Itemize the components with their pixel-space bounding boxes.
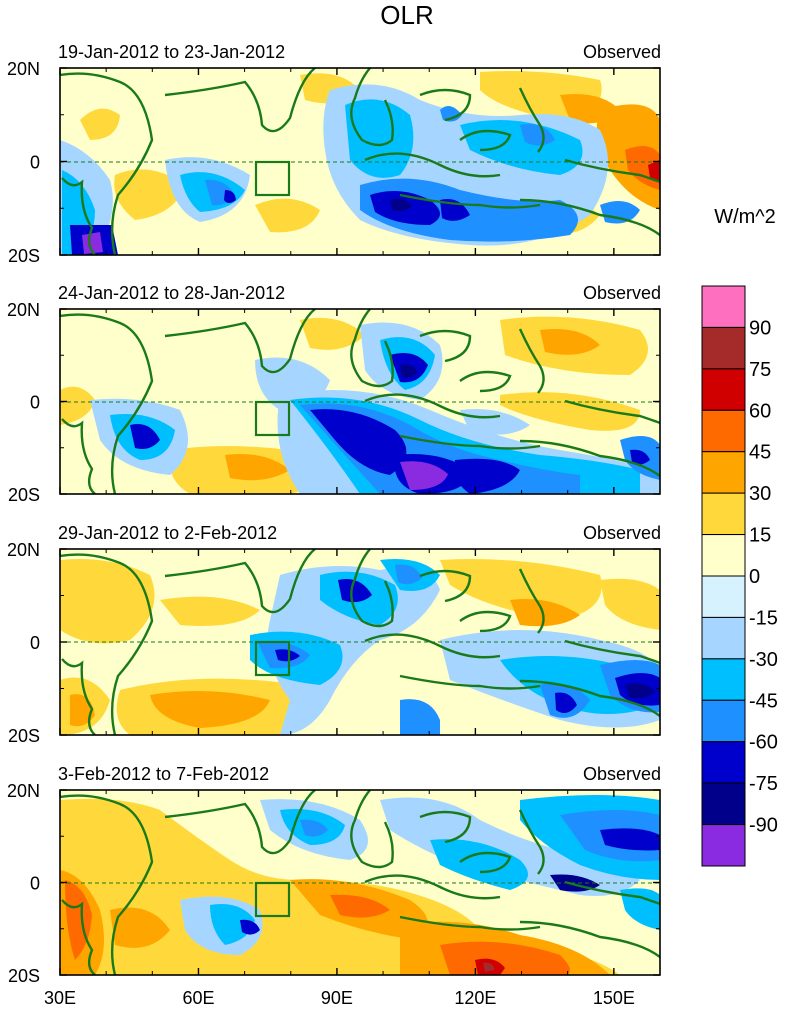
colorbar-label: -75 (749, 773, 778, 795)
colorbar-swatch (701, 409, 746, 453)
lat-tick-label: 20S (8, 966, 40, 986)
lat-tick-label: 20N (7, 540, 40, 560)
lat-tick-label: 20S (8, 726, 40, 746)
colorbar-swatch (701, 326, 746, 370)
map-panel-1: 19-Jan-2012 to 23-Jan-2012 Observed (58, 42, 661, 256)
lat-tick-label: 20N (7, 781, 40, 801)
panel-period-label: 24-Jan-2012 to 28-Jan-2012 (58, 283, 285, 303)
colorbar-label: -45 (749, 690, 778, 712)
panel-period-label: 19-Jan-2012 to 23-Jan-2012 (58, 42, 285, 62)
olr-contour-fill (60, 71, 660, 255)
panel-status-label: Observed (583, 764, 661, 784)
panel-period-label: 29-Jan-2012 to 2-Feb-2012 (58, 523, 277, 543)
colorbar-swatch (701, 782, 746, 826)
colorbar-swatch (701, 658, 746, 701)
colorbar-swatch (701, 451, 746, 494)
index-box (254, 400, 291, 437)
colorbar: W/m^2 90 75 60 45 30 15 0 -15 -30 -45 -60 -75 -90 (701, 206, 778, 867)
index-box (254, 160, 291, 197)
colorbar-label: 30 (749, 483, 771, 505)
colorbar-label: -15 (749, 607, 778, 629)
panel-status-label: Observed (583, 523, 661, 543)
panel-status-label: Observed (583, 42, 661, 62)
olr-contour-fill (60, 559, 660, 735)
lat-tick-label: 20N (7, 300, 40, 320)
colorbar-label: 15 (749, 525, 771, 547)
lon-tick-label: 60E (182, 988, 214, 1008)
lat-tick-label: 0 (30, 633, 40, 653)
colorbar-label: -60 (749, 732, 778, 754)
colorbar-label: 45 (749, 442, 771, 464)
lat-tick-label: 20S (8, 485, 40, 505)
map-panel-3: 29-Jan-2012 to 2-Feb-2012 Observed (58, 523, 661, 736)
lon-tick-label: 30E (44, 988, 76, 1008)
colorbar-swatch (701, 824, 746, 867)
olr-contour-fill (60, 795, 660, 975)
colorbar-swatch (701, 368, 746, 411)
lon-tick-label: 150E (593, 988, 635, 1008)
lon-tick-label: 120E (454, 988, 496, 1008)
lon-tick-label: 90E (321, 988, 353, 1008)
map-panel-4: 3-Feb-2012 to 7-Feb-2012 Observed (58, 764, 661, 976)
colorbar-swatch (701, 699, 746, 743)
colorbar-units: W/m^2 (714, 206, 776, 228)
colorbar-swatch (701, 575, 746, 618)
colorbar-label: 0 (749, 566, 760, 588)
figure-title: OLR (380, 0, 433, 30)
colorbar-swatch (701, 285, 746, 328)
coastline (60, 549, 660, 735)
lat-tick-label: 0 (30, 153, 40, 173)
coastline (60, 68, 660, 255)
colorbar-swatch (701, 492, 746, 536)
colorbar-swatch (701, 616, 746, 660)
colorbar-label: -90 (749, 815, 778, 837)
map-panel-2: 24-Jan-2012 to 28-Jan-2012 Observed (58, 283, 661, 495)
index-box (254, 640, 291, 677)
colorbar-label: 60 (749, 400, 771, 422)
colorbar-swatch (701, 534, 746, 577)
colorbar-swatch (701, 741, 746, 784)
lat-tick-label: 0 (30, 393, 40, 413)
coastline (60, 309, 660, 494)
lat-tick-label: 20N (7, 59, 40, 79)
coastline (60, 790, 660, 975)
lat-tick-label: 0 (30, 874, 40, 894)
colorbar-label: 75 (749, 359, 771, 381)
panel-status-label: Observed (583, 283, 661, 303)
index-box (254, 881, 291, 918)
lat-tick-label: 20S (8, 246, 40, 266)
colorbar-label: 90 (749, 317, 771, 339)
panel-period-label: 3-Feb-2012 to 7-Feb-2012 (58, 764, 269, 784)
colorbar-label: -30 (749, 649, 778, 671)
